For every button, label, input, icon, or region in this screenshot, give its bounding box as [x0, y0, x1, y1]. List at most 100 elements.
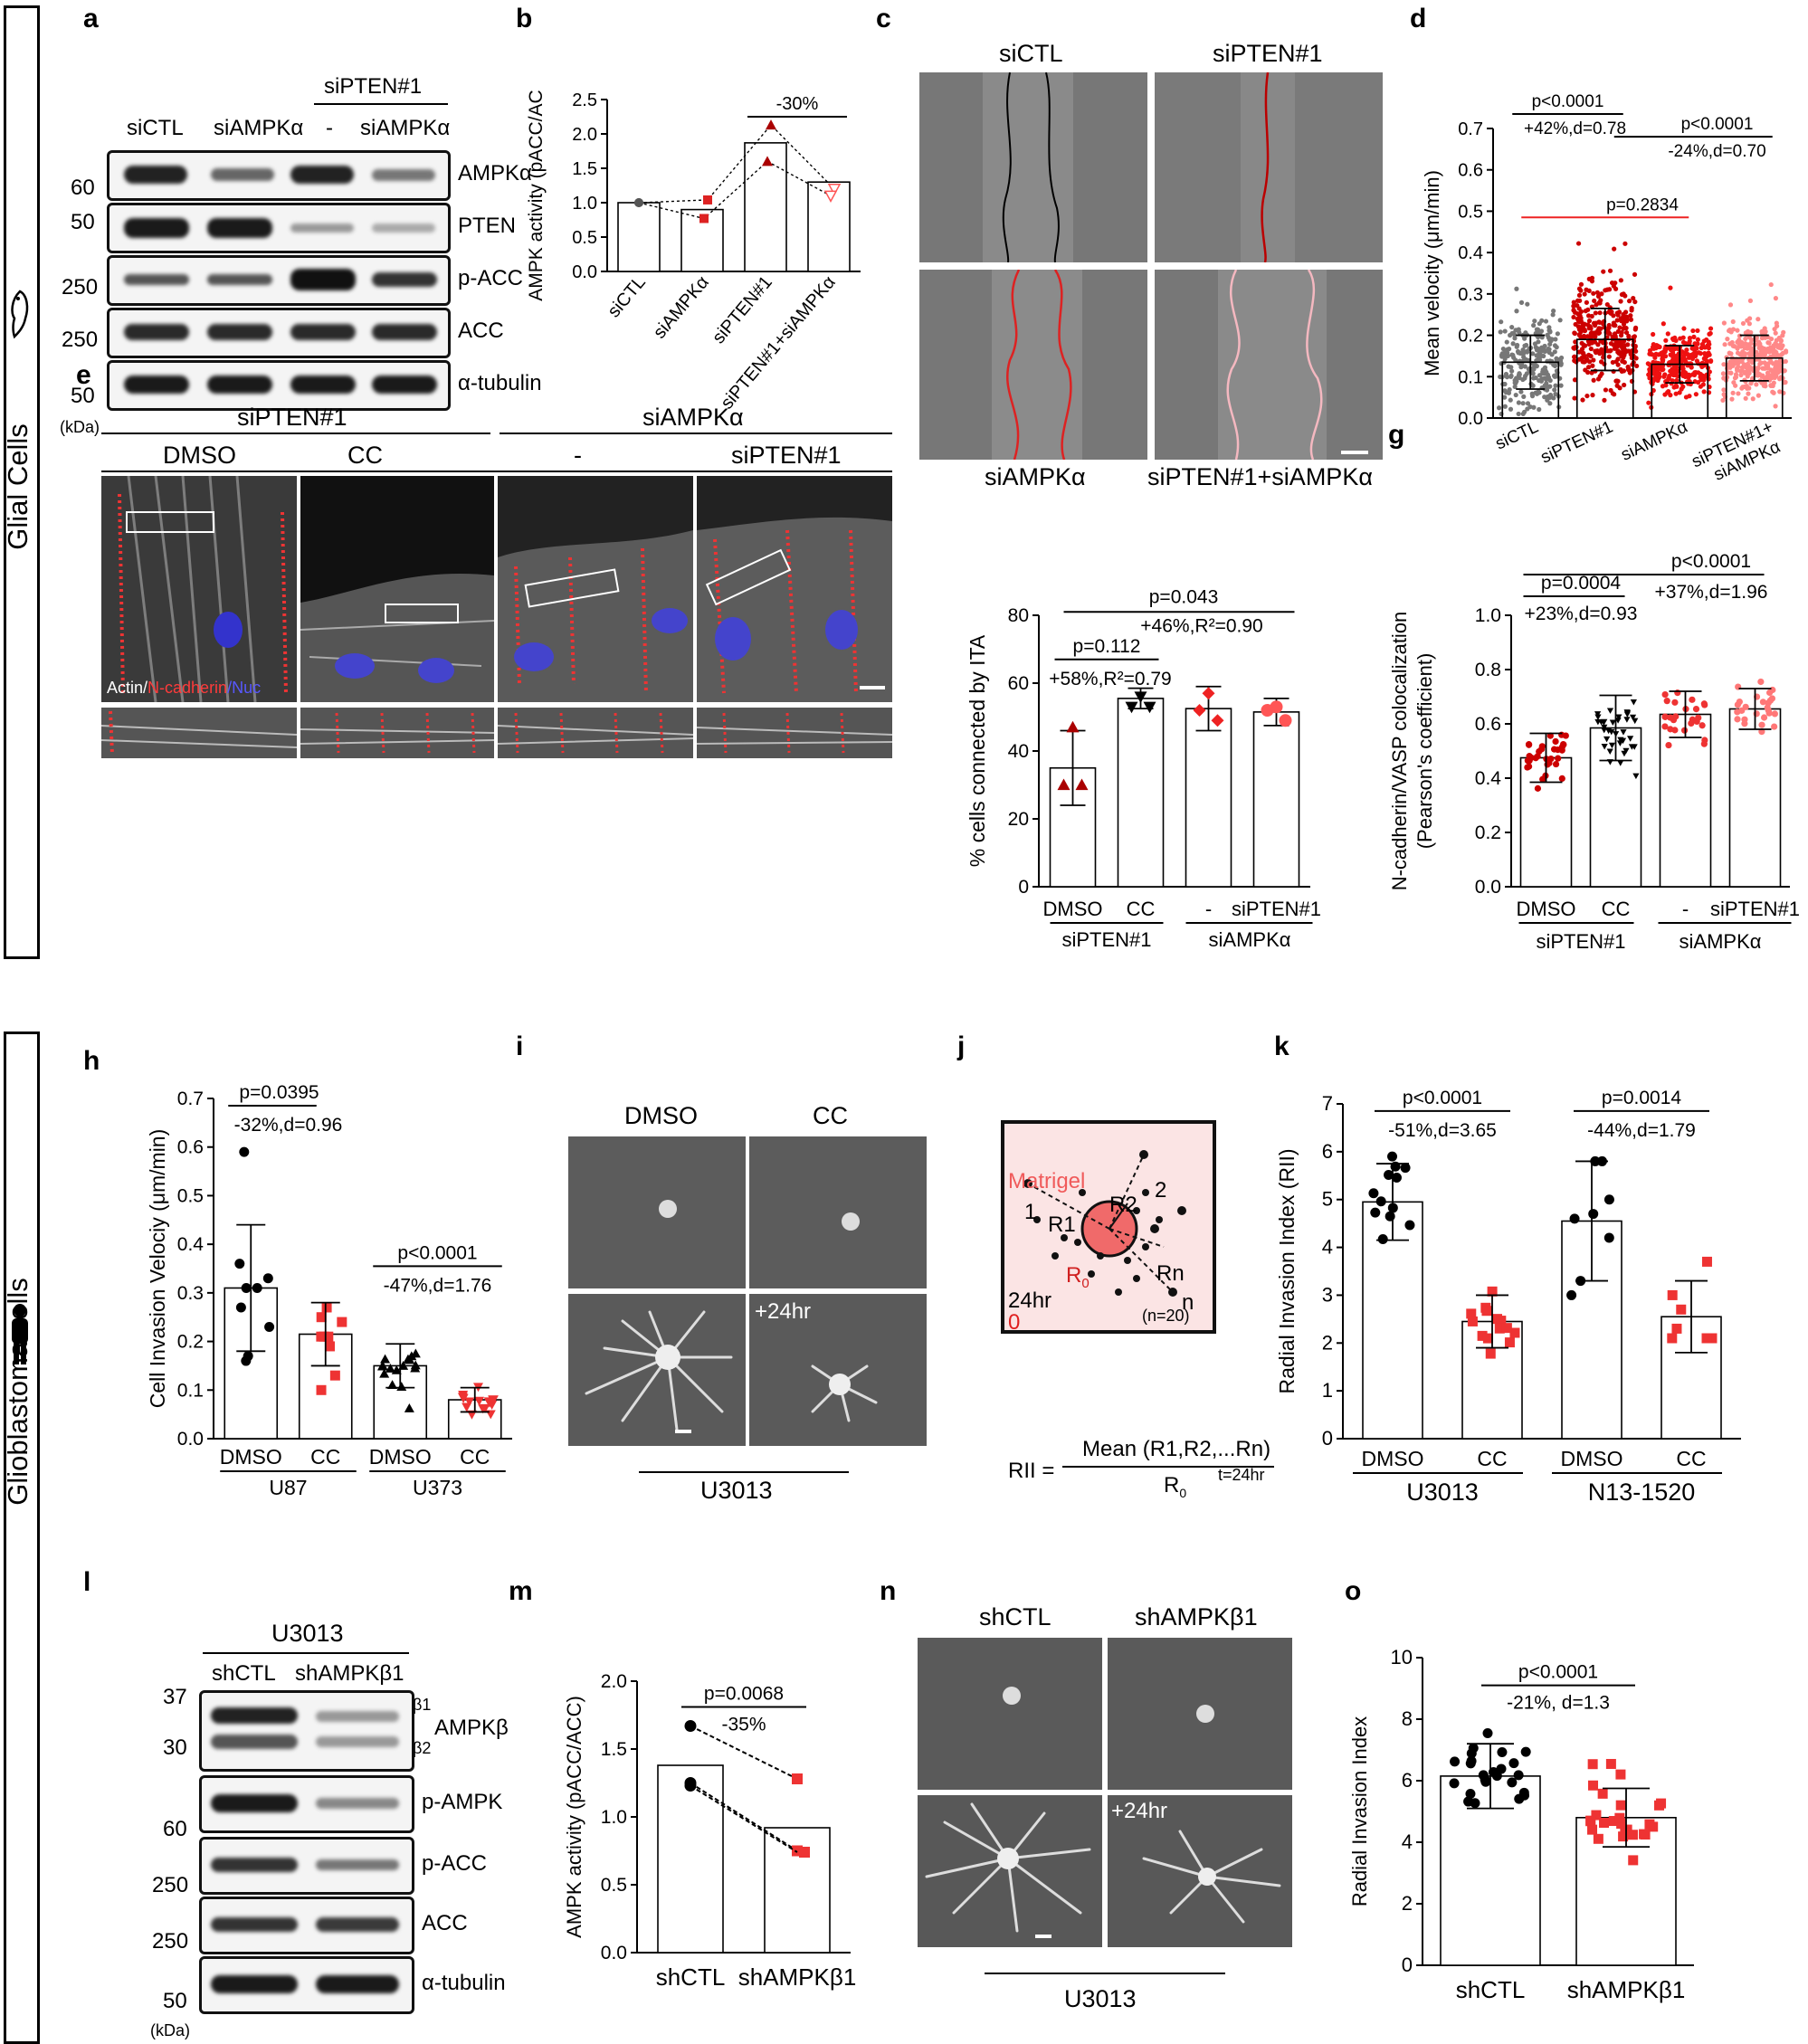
y-tick-label: 2	[1322, 1331, 1333, 1354]
data-point	[317, 1385, 327, 1395]
y-tick-label: 0.0	[1475, 877, 1501, 898]
data-point	[1623, 717, 1630, 722]
data-point	[1576, 241, 1581, 245]
data-point	[1547, 350, 1552, 355]
data-point	[1599, 347, 1603, 352]
data-point	[1531, 384, 1536, 388]
data-point	[1613, 280, 1617, 285]
data-point	[1597, 310, 1602, 315]
data-point	[252, 1283, 262, 1293]
data-point	[1779, 345, 1784, 349]
blot-l-marker-30: 30	[163, 1735, 187, 1761]
data-point	[685, 1780, 697, 1792]
data-point	[1622, 242, 1627, 246]
data-point	[1580, 347, 1584, 351]
data-point	[1627, 299, 1632, 303]
y-axis-label: Mean velocity (μm/min)	[1421, 170, 1443, 376]
x-tick-label: siAMPKα	[650, 272, 713, 342]
data-point	[1644, 1820, 1654, 1830]
group-label: siPTEN#1	[1536, 930, 1625, 953]
data-point	[1203, 687, 1215, 699]
data-point	[1570, 1213, 1580, 1223]
annotation: p<0.0001	[1671, 551, 1751, 572]
human-icon	[7, 1303, 33, 1366]
data-point	[1671, 699, 1678, 706]
chart-g: 0.00.20.40.60.81.0N-cadherin/VASP coloca…	[1375, 534, 1808, 959]
data-point	[1584, 288, 1588, 292]
data-point	[1535, 785, 1541, 792]
data-point	[1577, 293, 1582, 298]
data-point	[1518, 372, 1522, 376]
blot-l-marker-37: 37	[163, 1685, 187, 1710]
data-point	[1742, 385, 1746, 389]
data-point	[1748, 381, 1753, 385]
data-point	[1531, 405, 1536, 410]
n-group: U3013	[1064, 1985, 1137, 2013]
data-point	[1612, 320, 1616, 325]
data-point	[1541, 354, 1546, 358]
e-col-3: -	[574, 442, 582, 470]
data-point	[1378, 1234, 1388, 1244]
x-tick-label: CC	[1127, 898, 1156, 920]
data-point	[1765, 340, 1770, 345]
data-point	[1579, 282, 1584, 287]
data-point	[1599, 1818, 1609, 1828]
data-point	[234, 1259, 244, 1269]
data-point	[1598, 374, 1603, 378]
data-point	[1526, 742, 1532, 748]
y-tick-label: 0.2	[1475, 822, 1501, 843]
data-point	[1729, 359, 1734, 364]
x-tick-label: CC	[310, 1445, 340, 1469]
data-point	[1646, 401, 1651, 405]
panel-letter-g: g	[1388, 420, 1404, 451]
data-point	[1623, 309, 1628, 314]
e-legend-ncad: N-cadherin	[147, 679, 227, 697]
data-point	[1555, 756, 1561, 762]
blot-l-label-3: p-ACC	[422, 1851, 487, 1877]
data-point	[1670, 366, 1674, 371]
data-point	[1687, 394, 1691, 398]
data-point	[1539, 318, 1544, 323]
e-image-1: Actin/N-cadherin/Nuc	[101, 476, 297, 702]
y-axis-label: (Pearson's coefficient)	[1413, 653, 1436, 850]
y-tick-label: 0	[1018, 877, 1029, 898]
data-point	[1596, 319, 1601, 324]
data-point	[1497, 405, 1501, 410]
data-point	[1680, 386, 1684, 391]
annotation: p<0.0001	[1518, 1662, 1598, 1683]
data-point	[1734, 708, 1740, 715]
data-point	[1480, 1777, 1490, 1787]
y-tick-label: 60	[1008, 673, 1029, 694]
i-image-1	[568, 1136, 746, 1288]
data-point	[1619, 333, 1623, 337]
blot-l-pacc	[199, 1837, 414, 1895]
data-point	[1588, 354, 1593, 358]
data-point	[1765, 704, 1771, 710]
bar-4	[1730, 709, 1781, 888]
data-point	[1729, 397, 1734, 402]
data-point	[1578, 289, 1583, 293]
data-point	[1517, 330, 1521, 335]
data-point	[1542, 344, 1546, 348]
y-tick-label: 40	[1008, 741, 1029, 762]
data-point	[1563, 732, 1569, 738]
y-axis-label: AMPK activity (pACC/ACC)	[563, 1696, 585, 1938]
data-point	[1583, 328, 1587, 333]
data-point	[1521, 395, 1526, 399]
data-point	[1615, 313, 1620, 318]
data-point	[1770, 390, 1775, 395]
data-point	[1608, 348, 1613, 353]
data-point	[1614, 1813, 1624, 1823]
data-point	[1615, 384, 1620, 388]
data-point	[1499, 329, 1503, 334]
data-point	[1756, 317, 1760, 321]
annotation: p=0.0068	[704, 1684, 784, 1705]
data-point	[1533, 363, 1537, 367]
data-point	[1573, 310, 1577, 315]
data-point	[1577, 319, 1582, 324]
c-label-2: siPTEN#1	[1213, 40, 1323, 68]
data-point	[1734, 716, 1740, 722]
n-image-2	[1108, 1638, 1292, 1790]
data-point	[1696, 361, 1700, 366]
data-point	[1547, 756, 1554, 762]
